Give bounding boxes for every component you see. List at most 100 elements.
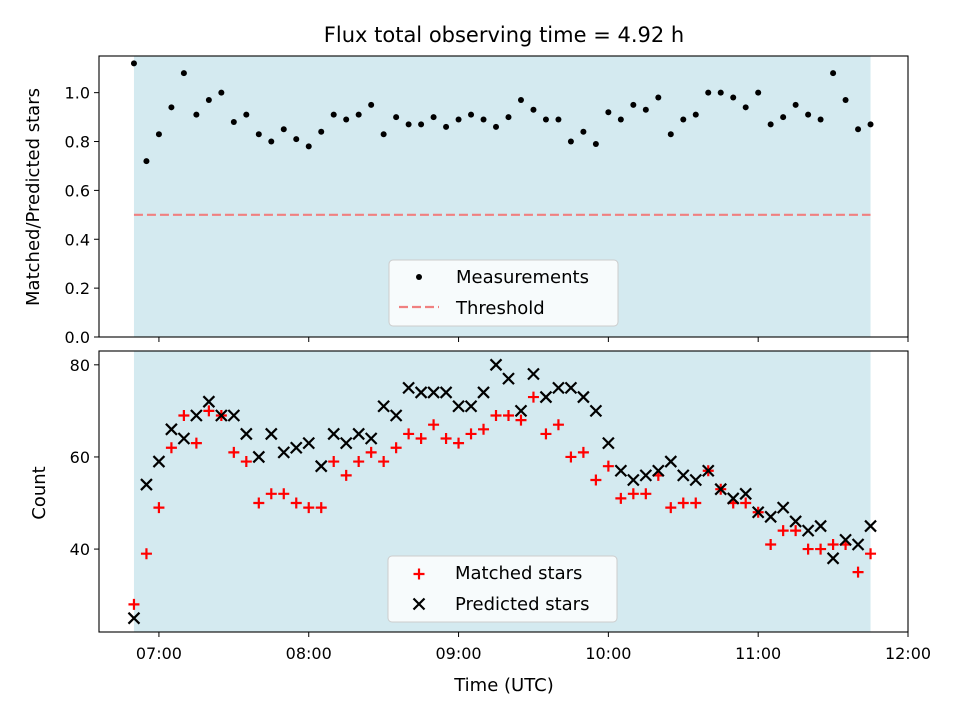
predicted-star-point [564,381,578,395]
measurement-point [180,70,187,77]
matched-star-point [640,488,652,500]
measurement-point [767,121,774,128]
matched-star-point [378,456,390,468]
predicted-star-point [602,436,615,450]
predicted-star-point [364,432,378,445]
measurement-point [218,89,225,96]
bottom-y-axis-label: Count [29,466,50,519]
measurement-point [393,114,400,121]
predicted-star-point [202,395,216,408]
predicted-star-point [577,390,590,404]
predicted-star-point [839,533,852,547]
measurement-point [268,138,275,145]
matched-star-point [478,423,490,435]
predicted-star-point [639,469,653,482]
measurement-point [680,116,687,123]
predicted-star-point [751,505,765,519]
predicted-star-point [389,409,403,422]
predicted-star-point [339,436,353,450]
measurement-point [343,116,350,123]
matched-star-point [852,566,864,578]
measurement-point [580,128,587,135]
measurement-point [517,96,524,103]
predicted-star-point [402,381,415,395]
measurement-point [755,89,762,96]
legend-box [387,555,618,623]
top-y-axis-label: Matched/Predicted stars [23,88,44,306]
predicted-star-point [552,381,565,395]
predicted-star-point [464,400,478,413]
measurement-point [330,111,337,118]
matched-star-point [765,538,777,550]
measurement-point [567,138,574,145]
matched-star-point [340,469,352,481]
legend-label-measurements: Measurements [456,267,589,288]
measurement-point [193,111,200,118]
x-tick-label: 12:00 [885,644,931,663]
predicted-star-point [314,459,328,473]
measurement-point [655,94,662,101]
predicted-star-point [539,390,553,404]
count-panel: 40 60 80 07:00 08:00 09:00 10:00 11:00 12:00 Matc… [70,350,931,663]
measurement-point [205,96,212,103]
matched-star-point [428,419,440,431]
predicted-star-point [252,450,266,464]
predicted-star-point [739,487,752,501]
predicted-star-point [439,386,453,399]
predicted-star-point [714,482,728,496]
measurement-point [230,118,237,125]
matched-star-point [465,428,477,440]
x-tick-label: 07:00 [136,644,182,663]
matched-star-point [802,543,814,555]
chart-title: Flux total observing time = 4.92 h [324,23,684,47]
x-tick-label: 11:00 [735,644,781,663]
matched-star-point [228,446,240,458]
predicted-star-point [414,386,428,399]
predicted-star-point [327,427,340,441]
measurement-point [555,116,562,123]
measurement-point [592,140,599,147]
legend-marker-matched [413,568,425,580]
predicted-star-point [352,427,365,441]
measurement-point [705,89,712,96]
predicted-star-point [801,524,815,537]
matched-star-point [552,419,564,431]
predicted-star-point [265,427,278,441]
predicted-star-point [240,427,253,441]
matched-star-point [365,446,377,458]
predicted-star-point [302,436,316,450]
measurement-point [717,89,724,96]
predicted-star-point [140,478,153,491]
matched-star-point [790,525,802,537]
measurement-point [692,111,699,118]
matched-star-point [453,437,465,449]
x-axis-label: Time (UTC) [453,675,554,696]
matched-star-point [278,488,290,500]
measurement-point [293,136,300,143]
y-tick-label: 0.8 [65,133,90,152]
predicted-star-point [377,400,390,413]
measurement-point [842,96,849,103]
matched-star-point [602,460,614,472]
predicted-star-point [826,552,840,565]
y-tick-label: 60 [70,448,90,467]
measurement-point [742,104,749,111]
predicted-star-point [589,404,603,418]
measurement-point [130,60,137,67]
y-tick-label: 0.2 [65,279,90,298]
y-tick-label: 40 [70,540,90,559]
predicted-star-point [289,441,303,455]
measurement-point [480,116,487,123]
predicted-star-point [689,473,703,487]
measurement-point [667,131,674,138]
matched-star-point [590,474,602,486]
measurement-point [630,101,637,108]
matched-star-point [540,428,552,440]
predicted-star-point [227,409,241,422]
matched-star-point [627,488,639,500]
measurement-point [792,101,799,108]
measurement-point [605,109,612,116]
predicted-star-point [726,492,740,505]
measurement-point [168,104,175,111]
measurement-point [418,121,425,128]
